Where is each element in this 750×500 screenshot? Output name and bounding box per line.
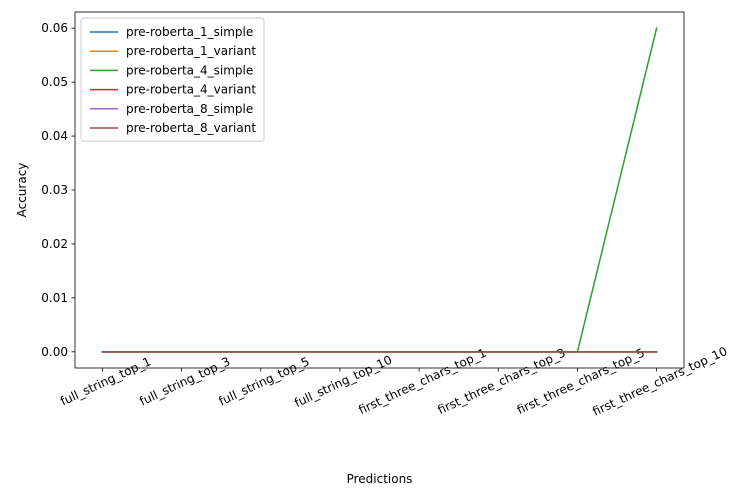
- x-axis-label: Predictions: [347, 472, 413, 486]
- legend-label: pre-roberta_1_simple: [126, 25, 253, 39]
- legend-label: pre-roberta_8_simple: [126, 102, 253, 116]
- y-tick-label: 0.02: [41, 237, 68, 251]
- legend-label: pre-roberta_4_variant: [126, 83, 256, 97]
- y-tick-label: 0.06: [41, 21, 68, 35]
- y-tick-label: 0.00: [41, 345, 68, 359]
- y-tick-label: 0.05: [41, 75, 68, 89]
- legend-label: pre-roberta_1_variant: [126, 44, 256, 58]
- legend-label: pre-roberta_4_simple: [126, 63, 253, 77]
- plot-frame: [74, 11, 685, 369]
- y-tick-label: 0.04: [41, 129, 68, 143]
- legend-box: [80, 17, 265, 142]
- y-axis-ticks: 0.00 0.01 0.02 0.03 0.04 0.05 0.06: [41, 21, 75, 359]
- legend-label: pre-roberta_8_variant: [126, 121, 256, 135]
- plot-series: [101, 27, 658, 353]
- y-tick-label: 0.01: [41, 291, 68, 305]
- legend: pre-roberta_1_simple pre-roberta_1_varian…: [80, 17, 265, 142]
- y-axis-label: Accuracy: [15, 163, 29, 218]
- y-tick-label: 0.03: [41, 183, 68, 197]
